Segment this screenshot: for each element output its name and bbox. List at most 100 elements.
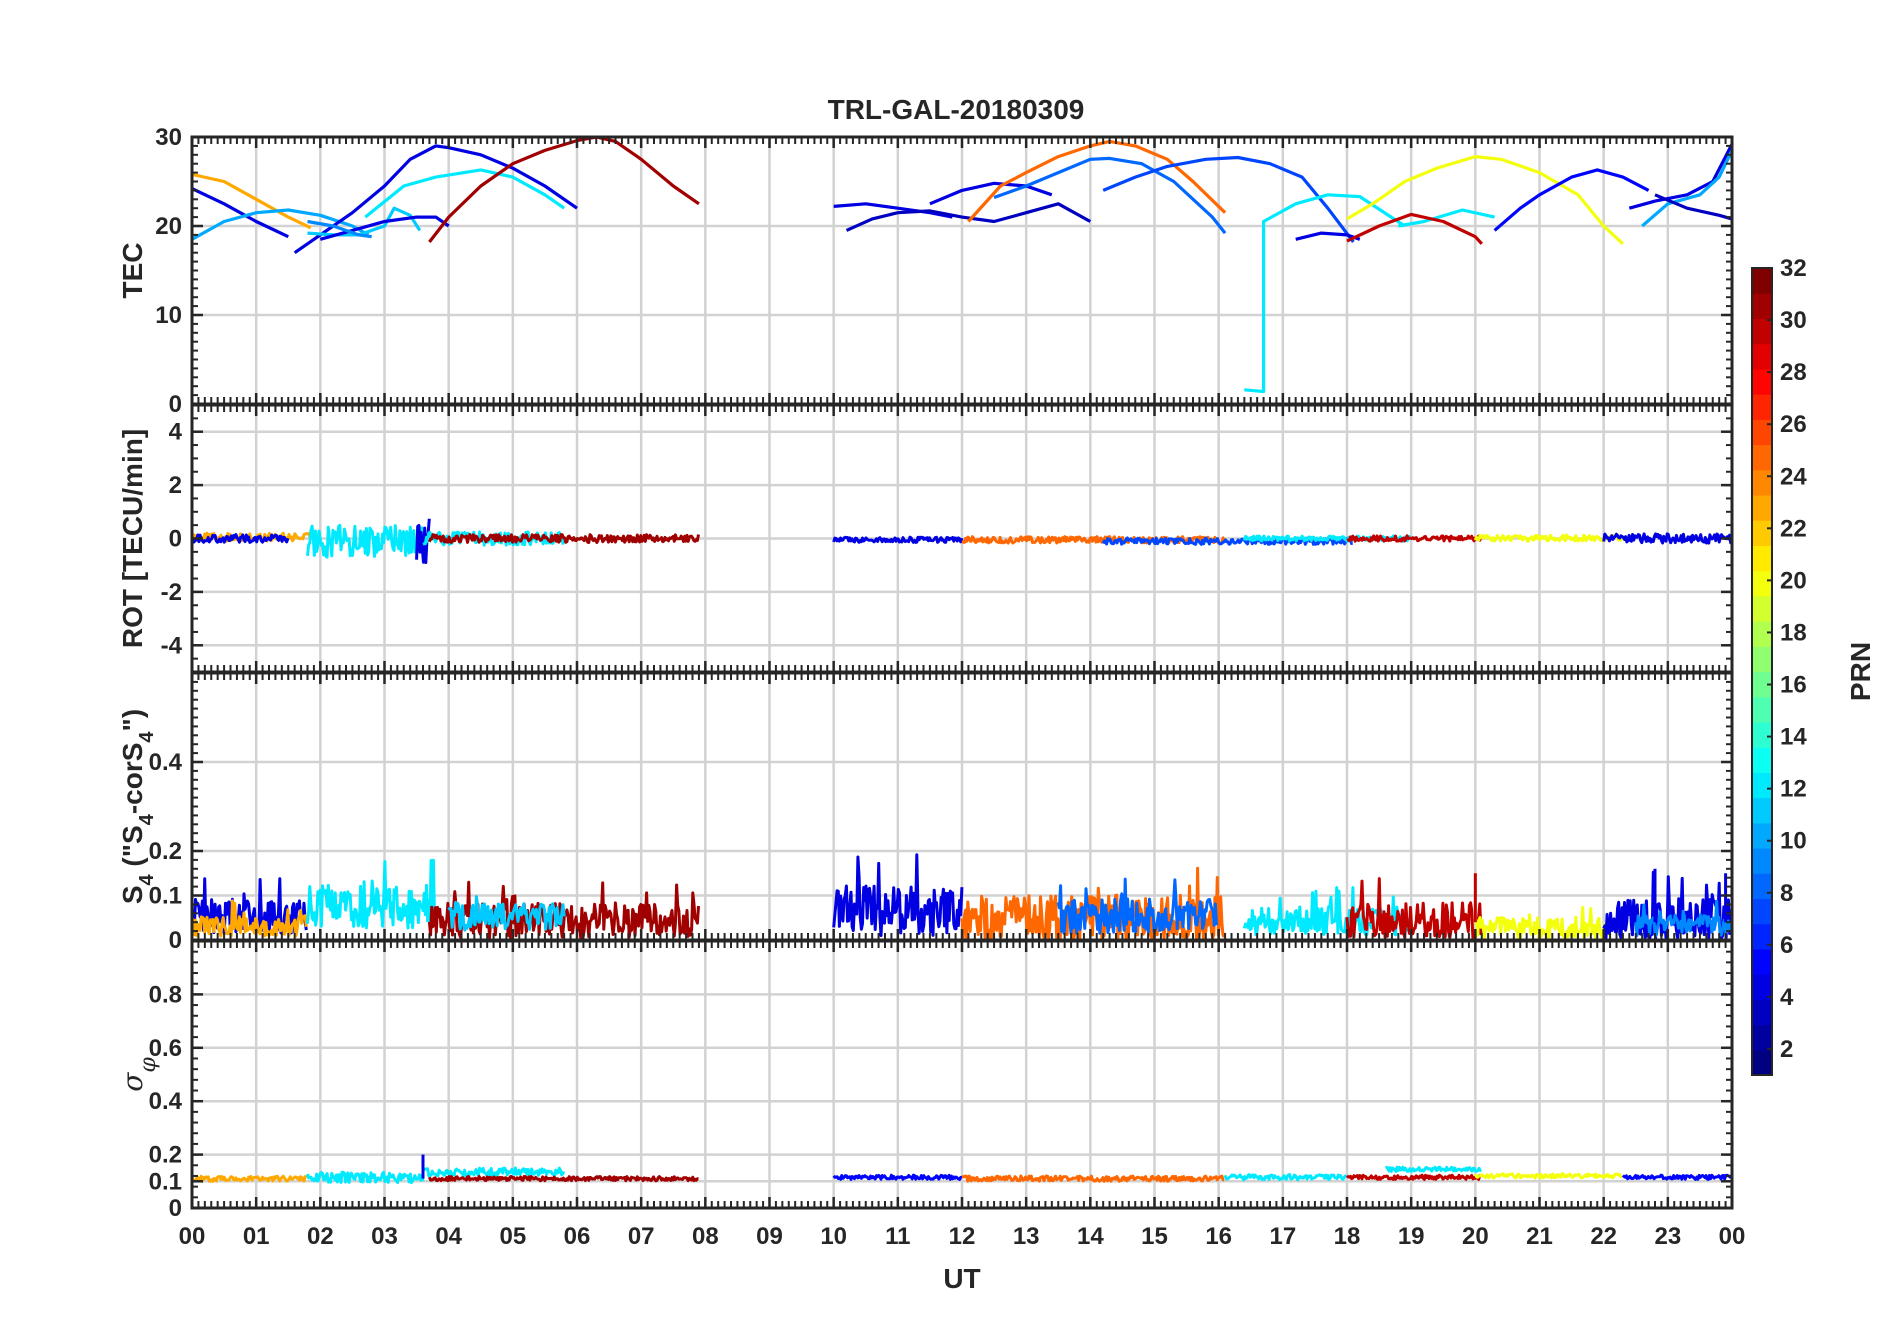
figure-title: TRL-GAL-20180309	[828, 94, 1085, 125]
s4-ylabel: S4 ("S4-corS4")	[117, 709, 158, 904]
rot-series-prn-12	[1242, 534, 1412, 543]
sigma_phi-ylabel: σφ	[116, 1057, 161, 1092]
colorbar-segment	[1752, 595, 1772, 622]
colorbar-segment	[1752, 646, 1772, 673]
s4-series-prn-9	[1634, 899, 1732, 938]
colorbar-segment	[1752, 570, 1772, 597]
sigma_phi-series-prn-12	[422, 1166, 566, 1178]
sigma_phi-ytick-label: 0.2	[149, 1142, 182, 1169]
xtick-label: 15	[1141, 1223, 1168, 1250]
s4-series-prn-11	[447, 895, 566, 932]
tec-ytick-label: 0	[169, 391, 182, 418]
s4-ytick-label: 0	[169, 927, 182, 954]
xtick-label: 01	[243, 1223, 270, 1250]
sigma_phi-series-prn-5	[832, 1173, 963, 1181]
colorbar-tick-label: 24	[1780, 463, 1807, 490]
xtick-label: 23	[1654, 1223, 1681, 1250]
colorbar-segment	[1752, 747, 1772, 773]
colorbar-tick-label: 16	[1780, 672, 1807, 699]
tec-series-prn-12	[1244, 193, 1406, 394]
xtick-label: 11	[885, 1223, 910, 1250]
colorbar-segment	[1752, 923, 1772, 950]
xtick-label: 18	[1334, 1223, 1361, 1250]
colorbar-segment	[1752, 1024, 1772, 1051]
colorbar-tick-label: 4	[1780, 984, 1794, 1011]
tec-series-prn-9	[307, 219, 372, 239]
colorbar-tick-label: 14	[1780, 724, 1807, 751]
tec-series-prn-10	[192, 208, 370, 241]
tec-ytick-label: 30	[155, 124, 182, 151]
colorbar-tick-label: 12	[1780, 776, 1807, 803]
sigma_phi-series-prn-31	[428, 1175, 699, 1183]
xtick-label: 12	[949, 1223, 976, 1250]
rot-series-prn-4	[1602, 532, 1732, 545]
xtick-label: 10	[820, 1223, 847, 1250]
s4-series-prn-23	[192, 899, 308, 938]
tec-series-prn-30	[1346, 212, 1483, 245]
xtick-label: 06	[564, 1223, 591, 1250]
rot-series-prn-20	[1473, 533, 1624, 543]
tec-series-prn-4	[192, 187, 289, 239]
sigma_phi-series-prn-12	[1385, 1165, 1482, 1173]
rot-series-prn-23	[192, 531, 312, 543]
s4-series-prn-4	[832, 853, 964, 937]
xtick-label: 21	[1526, 1223, 1553, 1250]
tec-series-prn-23	[192, 172, 312, 230]
colorbar-segment	[1752, 268, 1772, 294]
colorbar-segment	[1752, 368, 1772, 395]
rot-ytick-label: 0	[169, 526, 182, 553]
s4-ytick-label: 0.1	[149, 883, 182, 910]
tec-ylabel: TEC	[117, 243, 148, 299]
rot-ytick-label: 4	[169, 419, 183, 446]
rot-ytick-label: -4	[161, 632, 183, 659]
s4-ytick-label: 0.2	[149, 838, 182, 865]
tec-series-prn-25	[967, 139, 1227, 223]
colorbar-tick-label: 18	[1780, 619, 1807, 646]
s4-series-prn-8	[1056, 877, 1219, 935]
sigma_phi-series-prn-25	[961, 1174, 1225, 1183]
tec-series-prn-20	[1346, 155, 1624, 245]
colorbar-tick-label: 30	[1780, 307, 1807, 334]
xtick-label: 02	[307, 1223, 334, 1250]
xtick-label: 22	[1590, 1223, 1617, 1250]
colorbar-segment	[1752, 671, 1772, 698]
colorbar-segment	[1752, 444, 1772, 471]
tec-series-prn-12	[1398, 208, 1495, 228]
xtick-label: 03	[371, 1223, 398, 1250]
sigma_phi-series-prn-20	[1473, 1172, 1623, 1180]
s4-series-prn-12	[306, 858, 438, 930]
sigma_phi-ytick-label: 0.4	[149, 1088, 183, 1115]
s4-series-prn-20	[1473, 906, 1624, 940]
xtick-label: 09	[756, 1223, 783, 1250]
tec-series-prn-8	[993, 156, 1227, 235]
rot-series-prn-12	[306, 523, 425, 559]
xtick-label: 20	[1462, 1223, 1489, 1250]
sigma_phi-series-prn-30	[1345, 1173, 1482, 1181]
colorbar-tick-label: 32	[1780, 255, 1807, 282]
colorbar-segment	[1752, 999, 1772, 1026]
colorbar-tick-label: 22	[1780, 515, 1807, 542]
tec-ytick-label: 20	[155, 213, 182, 240]
colorbar-tick-label: 20	[1780, 567, 1807, 594]
sigma_phi-ytick-label: 0.6	[149, 1035, 182, 1062]
xtick-label: 14	[1077, 1223, 1104, 1250]
tec-series-prn-3	[1654, 193, 1732, 221]
colorbar-segment	[1752, 520, 1772, 547]
colorbar-tick-label: 28	[1780, 359, 1807, 386]
colorbar-segment	[1752, 318, 1772, 345]
colorbar-tick-label: 26	[1780, 411, 1807, 438]
rot-series-prn-4	[832, 535, 964, 544]
xtick-label: 05	[499, 1223, 526, 1250]
xtick-label: 08	[692, 1223, 719, 1250]
x-axis-label: UT	[943, 1263, 980, 1294]
colorbar-segment	[1752, 621, 1772, 647]
panel-s4: 0 0.1 0.2 0.4S4 ("S4-corS4")	[117, 671, 1734, 954]
sigma_phi-ytick-label: 0.8	[149, 981, 182, 1008]
xtick-label: 13	[1013, 1223, 1040, 1250]
colorbar-segment	[1752, 469, 1772, 496]
colorbar-segment	[1752, 343, 1772, 370]
tec-series-prn-3	[845, 202, 1092, 232]
colorbar-label: PRN	[1845, 642, 1876, 701]
colorbar-tick-label: 10	[1780, 828, 1807, 855]
